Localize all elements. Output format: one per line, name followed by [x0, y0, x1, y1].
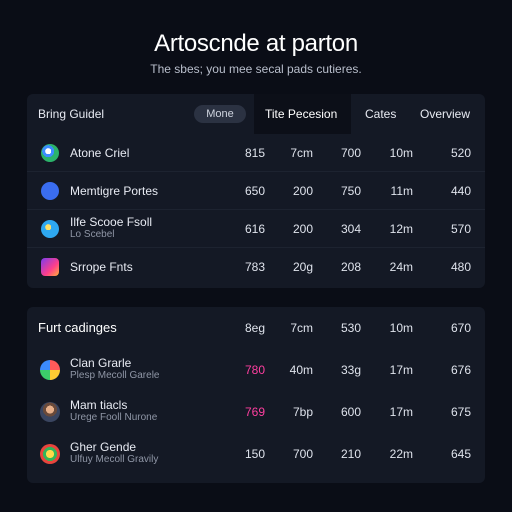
table-header: Furt cadinges 8eg 7cm 530 10m 670 [38, 320, 471, 335]
table-row[interactable]: Memtigre Portes 650 200 750 11m 440 [27, 172, 485, 210]
tab-cates[interactable]: Cates [365, 107, 397, 121]
row-divider [27, 247, 485, 248]
app-icon [41, 182, 59, 200]
table-header: Bring Guidel Mone Tite Pecesion Cates Ov… [27, 94, 485, 134]
row-divider [27, 171, 485, 172]
user-avatar-icon [40, 402, 60, 422]
tab-tite-pecesion[interactable]: Tite Pecesion [254, 94, 351, 134]
section-title: Furt cadinges [38, 320, 117, 335]
table-row[interactable]: Srrope Fnts 783 20g 208 24m 480 [27, 248, 485, 286]
instagram-icon [41, 258, 59, 276]
guide-table-panel: Bring Guidel Mone Tite Pecesion Cates Ov… [27, 94, 485, 288]
page-title: Artoscnde at parton [154, 30, 358, 57]
table-row[interactable]: Ilfe Scooe Fsoll Lo Scebel 616 200 304 1… [27, 210, 485, 248]
table-row[interactable]: Clan Grarle Plesp Mecoll Garele 780 40m … [27, 351, 485, 393]
table-row[interactable]: Atone Criel 815 7cm 700 10m 520 [27, 134, 485, 172]
cadinges-table-panel: Furt cadinges 8eg 7cm 530 10m 670 Clan G… [27, 307, 485, 483]
globe-icon [41, 220, 59, 238]
row-divider [27, 209, 485, 210]
chrome-icon [41, 144, 59, 162]
tab-overview[interactable]: Overview [420, 107, 471, 121]
table-row[interactable]: Mam tiacls Urege Fooll Nurone 769 7bp 60… [27, 393, 485, 435]
table-title: Bring Guidel [38, 107, 105, 121]
maps-icon [40, 444, 60, 464]
table-row[interactable]: Gher Gende Ulfuy Mecoll Gravily 150 700 … [27, 435, 485, 477]
more-button[interactable]: Mone [194, 105, 246, 123]
page-subtitle: The sbes; you mee secal pads cutieres. [150, 62, 362, 76]
photos-icon [40, 360, 60, 380]
